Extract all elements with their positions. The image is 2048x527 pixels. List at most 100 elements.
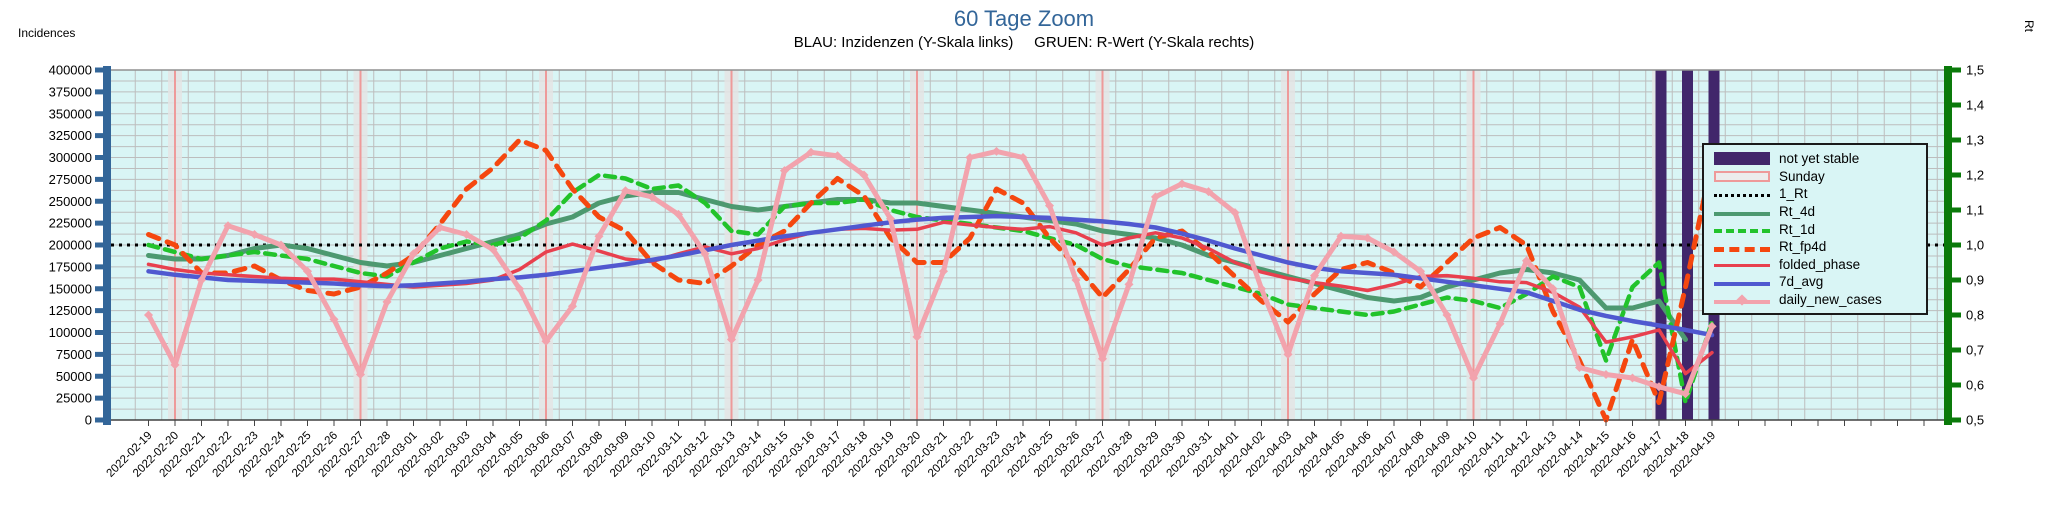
legend-item-rt-4d: Rt_4d xyxy=(1714,203,1918,221)
chart-legend: not yet stable Sunday 1_Rt Rt_4d Rt_1d Rt_fp4… xyxy=(1702,143,1928,316)
right-axis-label: Rt xyxy=(2022,20,2036,32)
left-axis-tick-label: 350000 xyxy=(49,106,92,121)
series-marker-daily_new_cases xyxy=(196,275,207,285)
left-axis-tick-label: 375000 xyxy=(49,84,92,99)
left-axis-tick-label: 75000 xyxy=(56,347,92,362)
right-axis-tick xyxy=(1952,382,1961,388)
right-axis-bar xyxy=(1944,66,1952,425)
legend-item-rt-1d: Rt_1d xyxy=(1714,220,1918,238)
right-axis-tick xyxy=(1952,347,1961,353)
series-daily_new_cases xyxy=(146,148,1715,397)
right-axis-tick xyxy=(1952,67,1961,73)
left-axis-label: Incidences xyxy=(18,26,76,40)
left-axis-bar xyxy=(103,66,111,425)
left-axis-tick-label: 275000 xyxy=(49,172,92,187)
legend-swatch-line xyxy=(1714,275,1770,289)
series-marker-daily_new_cases xyxy=(223,221,233,231)
right-axis-tick-label: 0,9 xyxy=(1966,273,1984,288)
right-axis-tick xyxy=(1952,312,1961,318)
legend-swatch-bar xyxy=(1714,152,1770,166)
left-axis-tick xyxy=(95,308,104,314)
right-axis-tick xyxy=(1952,417,1961,423)
right-axis-tick xyxy=(1952,277,1961,283)
legend-swatch-line xyxy=(1714,257,1770,271)
series-marker-daily_new_cases xyxy=(170,360,180,370)
right-axis-tick-label: 1,3 xyxy=(1966,133,1984,148)
right-axis-tick-label: 0,5 xyxy=(1966,413,1984,428)
left-axis-tick-label: 25000 xyxy=(56,391,92,406)
right-axis-tick-label: 1,2 xyxy=(1966,168,1984,183)
legend-item-rt-fp4d: Rt_fp4d xyxy=(1714,238,1918,256)
left-axis-tick xyxy=(95,133,104,139)
right-axis-tick xyxy=(1952,207,1961,213)
legend-item-7d-avg: 7d_avg xyxy=(1714,273,1918,291)
right-axis-tick-label: 0,7 xyxy=(1966,343,1984,358)
left-axis-tick-label: 400000 xyxy=(49,63,92,78)
left-axis-tick xyxy=(95,220,104,226)
legend-swatch-line xyxy=(1714,222,1770,236)
left-axis-tick-label: 300000 xyxy=(49,150,92,165)
left-axis-tick xyxy=(95,286,104,292)
right-axis-tick xyxy=(1952,102,1961,108)
left-axis-tick xyxy=(95,242,104,248)
left-axis-tick xyxy=(95,373,104,379)
legend-item-daily-new-cases: daily_new_cases xyxy=(1714,291,1918,309)
right-axis-tick-label: 0,6 xyxy=(1966,378,1984,393)
legend-label: daily_new_cases xyxy=(1779,292,1882,308)
left-axis-tick-label: 175000 xyxy=(49,259,92,274)
left-axis-tick-label: 150000 xyxy=(49,281,92,296)
left-axis-tick-label: 325000 xyxy=(49,128,92,143)
legend-label: 7d_avg xyxy=(1779,274,1824,290)
chart-title: 60 Tage Zoom xyxy=(953,6,1095,31)
left-axis-tick xyxy=(95,155,104,160)
legend-swatch-line xyxy=(1714,187,1770,201)
legend-label: not yet stable xyxy=(1779,151,1860,167)
series-marker-daily_new_cases xyxy=(143,310,154,320)
right-axis-tick-label: 1,1 xyxy=(1966,203,1984,218)
legend-label: 1_Rt xyxy=(1779,186,1808,202)
left-axis-tick xyxy=(95,67,104,73)
right-axis-tick xyxy=(1952,242,1961,248)
legend-label: Sunday xyxy=(1779,168,1825,184)
chart-subtitle: BLAU: Inzidenzen (Y-Skala links) GRUEN: … xyxy=(793,34,1255,51)
right-axis-tick-label: 0,8 xyxy=(1966,308,1984,323)
left-axis-tick xyxy=(95,351,104,357)
series-7d_avg xyxy=(146,213,1715,338)
right-axis-tick-label: 1,4 xyxy=(1966,98,1984,113)
left-axis-tick xyxy=(95,330,104,335)
legend-swatch-line-diamond xyxy=(1714,293,1770,307)
not-yet-stable-bar xyxy=(1655,70,1667,420)
right-axis-tick-label: 1,0 xyxy=(1966,238,1984,253)
right-axis-tick xyxy=(1952,172,1961,178)
left-axis-tick xyxy=(95,198,104,204)
legend-item-folded-phase: folded_phase xyxy=(1714,256,1918,274)
legend-item-sunday: Sunday xyxy=(1714,168,1918,186)
left-axis-tick-label: 0 xyxy=(85,413,92,428)
legend-swatch-line xyxy=(1714,205,1770,219)
legend-label: Rt_4d xyxy=(1779,204,1816,220)
left-axis-tick xyxy=(95,395,104,401)
legend-item-not-yet-stable: not yet stable xyxy=(1714,150,1918,168)
left-axis-tick xyxy=(95,111,104,117)
right-axis-tick xyxy=(1952,137,1961,143)
left-axis-tick-label: 125000 xyxy=(49,303,92,318)
left-axis-tick-label: 250000 xyxy=(49,194,92,209)
legend-label: Rt_fp4d xyxy=(1779,239,1827,255)
left-axis-tick-label: 50000 xyxy=(56,369,92,384)
left-axis-tick xyxy=(95,89,104,95)
series-marker-daily_new_cases xyxy=(408,249,419,259)
legend-label: Rt_1d xyxy=(1779,221,1816,237)
left-axis-tick-label: 200000 xyxy=(49,238,92,253)
legend-item-1-rt: 1_Rt xyxy=(1714,185,1918,203)
left-axis-tick xyxy=(95,264,104,270)
left-axis-tick-label: 225000 xyxy=(49,216,92,231)
right-axis-tick-label: 1,5 xyxy=(1966,63,1984,78)
left-axis-tick xyxy=(95,176,104,182)
left-axis-tick-label: 100000 xyxy=(49,325,92,340)
legend-swatch-box xyxy=(1714,170,1770,182)
legend-label: folded_phase xyxy=(1779,256,1861,272)
left-axis-tick xyxy=(95,417,104,423)
legend-swatch-line xyxy=(1714,240,1770,254)
